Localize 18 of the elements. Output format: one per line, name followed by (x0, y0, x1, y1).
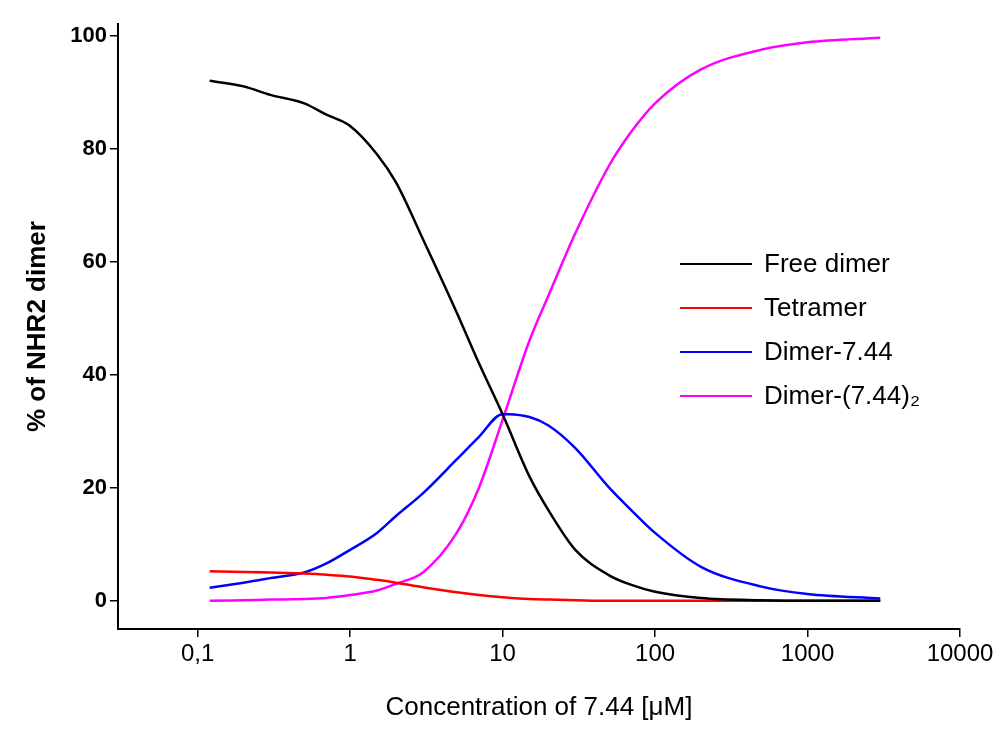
x-tick-label: 1 (343, 639, 357, 667)
x-tick-label: 100 (635, 639, 676, 667)
y-tick-label: 40 (82, 360, 107, 386)
x-tick-label: 10000 (926, 639, 994, 667)
x-tick-label: 1000 (780, 639, 835, 667)
x-tick-label: 10 (489, 639, 516, 667)
y-tick-label: 0 (94, 586, 107, 612)
y-tick-label: 100 (70, 21, 107, 47)
y-tick-label: 80 (82, 134, 107, 160)
x-tick-label: 0,1 (180, 639, 215, 667)
legend-label: Dimer-7.44 (764, 336, 893, 368)
legend-label: Dimer-(7.44)₂ (764, 380, 920, 412)
legend-label: Tetramer (764, 292, 867, 324)
legend-label: Free dimer (764, 248, 890, 280)
y-axis-title: % of NHR2 dimer (20, 221, 51, 433)
y-tick-label: 20 (82, 473, 107, 499)
x-axis-title: Concentration of 7.44 [μM] (385, 690, 693, 721)
y-tick-label: 60 (82, 247, 107, 273)
